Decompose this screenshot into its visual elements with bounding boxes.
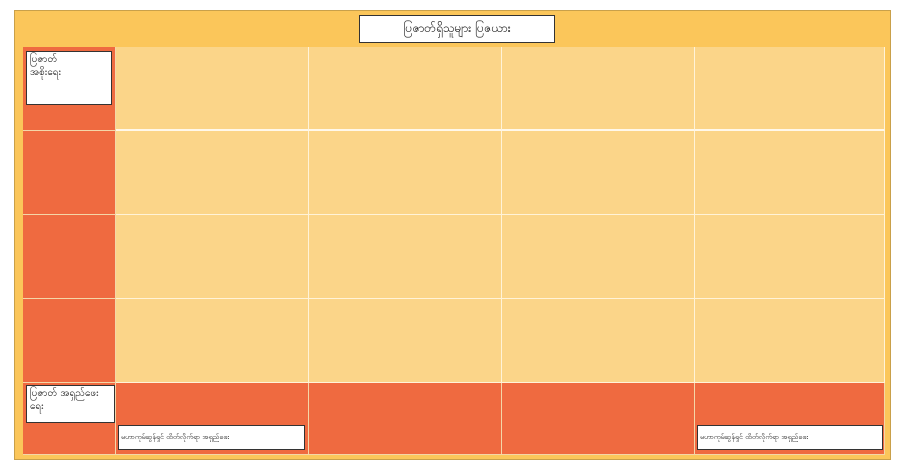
left-header-cell-2 bbox=[23, 131, 116, 215]
body-cell-r2c3 bbox=[502, 131, 695, 215]
diagram-title: ပြဇာတ်ရှိသူများ ပြဇယား bbox=[359, 15, 555, 43]
body-cell-r3c3 bbox=[502, 215, 695, 299]
body-cell-r4c3 bbox=[502, 299, 695, 383]
top-left-label: ပြဇာတ် အစိုးရေး bbox=[26, 51, 112, 105]
body-cell-r1c4 bbox=[695, 47, 885, 131]
diagram-grid: ပြဇာတ် အစိုးရေး ပြဇာတ် အရှည်ဖေး ရေး မဟာက… bbox=[23, 47, 885, 455]
bottom-cell-c3 bbox=[502, 383, 695, 455]
left-header-cell-3 bbox=[23, 215, 116, 299]
body-cell-r4c1 bbox=[116, 299, 309, 383]
body-cell-r2c4 bbox=[695, 131, 885, 215]
body-cell-r3c1 bbox=[116, 215, 309, 299]
bottom-cell-c2 bbox=[309, 383, 502, 455]
bottom-second-label: မဟာကုမ်ဆွန်ရှင် ထိတ်လိုက်ရာ အရှည်ဖေး bbox=[118, 425, 305, 450]
bottom-right-label: မဟာကုမ်ဆွန်ရှင် ထိတ်လိုက်ရာ အရှည်ဖေး bbox=[697, 425, 883, 450]
body-cell-r1c1 bbox=[116, 47, 309, 131]
body-cell-r4c4 bbox=[695, 299, 885, 383]
diagram-frame: ပြဇာတ်ရှိသူများ ပြဇယား ပြဇာတ် အစိုးရေး bbox=[14, 10, 891, 460]
body-cell-r1c3 bbox=[502, 47, 695, 131]
bottom-left-label: ပြဇာတ် အရှည်ဖေး ရေး bbox=[26, 385, 115, 423]
body-cell-r2c2 bbox=[309, 131, 502, 215]
body-cell-r1c2 bbox=[309, 47, 502, 131]
left-header-cell-4 bbox=[23, 299, 116, 383]
body-cell-r4c2 bbox=[309, 299, 502, 383]
body-cell-r3c2 bbox=[309, 215, 502, 299]
body-cell-r2c1 bbox=[116, 131, 309, 215]
body-cell-r3c4 bbox=[695, 215, 885, 299]
